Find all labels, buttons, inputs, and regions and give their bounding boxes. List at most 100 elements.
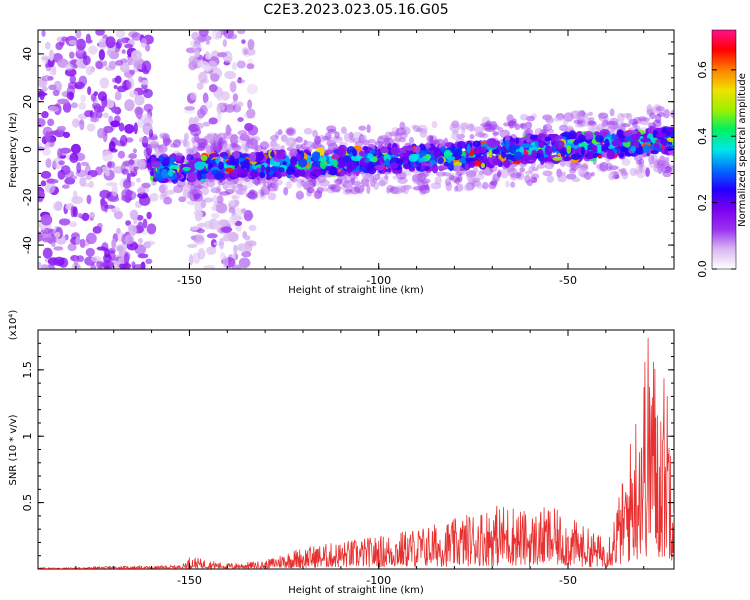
heatmap-cell	[137, 253, 149, 259]
heatmap-cell	[99, 77, 110, 89]
heatmap-cell	[267, 192, 277, 201]
heatmap-cell	[542, 123, 553, 132]
heatmap-cell	[604, 138, 610, 149]
heatmap-cell	[519, 167, 526, 173]
heatmap-cell	[598, 112, 605, 122]
heatmap-cell	[314, 135, 321, 145]
heatmap-cell	[588, 117, 595, 122]
heatmap-cell	[492, 131, 500, 136]
heatmap-cell	[201, 186, 210, 196]
heatmap-cell	[608, 120, 619, 130]
heatmap-cell	[260, 185, 271, 196]
snr-series-line	[38, 338, 674, 569]
heatmap-cell	[328, 166, 338, 176]
heatmap-cell	[257, 153, 265, 160]
heatmap-cell	[383, 137, 395, 148]
heatmap-cell	[159, 183, 169, 193]
heatmap-cell	[85, 175, 93, 181]
heatmap-cell	[56, 125, 67, 132]
heatmap-cell	[90, 263, 97, 269]
heatmap-cell	[67, 243, 77, 252]
heatmap-cell	[45, 158, 52, 168]
heatmap-cell	[142, 88, 153, 99]
heatmap-cell	[58, 218, 71, 226]
heatmap-cell	[653, 143, 660, 149]
heatmap-cell	[124, 99, 135, 112]
heatmap-cell	[339, 170, 346, 177]
heatmap-cell	[70, 143, 81, 154]
heatmap-cell	[246, 108, 256, 119]
heatmap-cell	[165, 189, 176, 195]
heatmap-cell	[129, 172, 136, 177]
heatmap-cell	[566, 144, 572, 154]
heatmap-cell	[492, 158, 502, 166]
heatmap-cell	[85, 247, 95, 257]
heatmap-cell	[244, 235, 251, 241]
heatmap-cell	[312, 168, 323, 176]
heatmap-cell	[229, 81, 237, 93]
heatmap-cell	[214, 172, 225, 180]
heatmap-cell	[40, 180, 47, 187]
heatmap-cell	[596, 144, 602, 153]
heatmap-cell	[437, 165, 448, 171]
spectrogram-panel: -150 -100 -50 -40 -20 0 20 40 Height of straigh…	[8, 29, 675, 296]
colorbar-tick-label: 0.0	[696, 260, 709, 278]
heatmap-cell	[227, 104, 234, 110]
heatmap-cell	[629, 167, 638, 177]
heatmap-cell	[358, 133, 365, 144]
heatmap-cell	[90, 255, 102, 263]
heatmap-cell	[181, 180, 188, 191]
heatmap-cell	[205, 39, 210, 45]
heatmap-cell	[361, 171, 367, 182]
heatmap-cell	[189, 155, 195, 161]
heatmap-cell	[453, 164, 461, 172]
heatmap-cell	[454, 148, 463, 157]
heatmap-cell	[192, 43, 202, 52]
heatmap-cell	[252, 139, 258, 148]
heatmap-cell	[184, 109, 195, 114]
heatmap-cell	[195, 137, 203, 144]
heatmap-cell	[639, 121, 651, 126]
heatmap-cell	[185, 146, 194, 154]
heatmap-cell	[88, 45, 98, 55]
heatmap-cell	[115, 244, 127, 252]
heatmap-cell	[187, 172, 198, 182]
heatmap-cell	[144, 240, 156, 246]
heatmap-cell	[44, 181, 56, 194]
heatmap-cell	[106, 49, 112, 56]
heatmap-cell	[48, 105, 60, 113]
heatmap-cell	[183, 132, 189, 141]
heatmap-cell	[545, 115, 552, 122]
heatmap-cell	[98, 38, 108, 50]
heatmap-cell	[84, 110, 93, 118]
heatmap-cell	[216, 103, 226, 111]
heatmap-cell	[332, 160, 339, 167]
heatmap-cell	[141, 60, 152, 73]
heatmap-cell	[137, 221, 144, 234]
heatmap-cell	[408, 153, 419, 162]
heatmap-cell	[429, 135, 434, 143]
snr-y-multiplier: (x10⁴)	[8, 310, 19, 341]
heatmap-cell	[206, 246, 217, 255]
heatmap-cell	[231, 61, 237, 71]
heatmap-cell	[247, 190, 259, 200]
heatmap-cell	[70, 205, 75, 218]
heatmap-cell	[286, 166, 295, 176]
heatmap-cell	[222, 39, 227, 48]
heatmap-cell	[231, 194, 240, 200]
colorbar: 0.0 0.2 0.4 0.6 Normalized spectral amplitu…	[696, 29, 748, 278]
heatmap-cell	[544, 145, 553, 156]
heatmap-cell	[78, 75, 88, 87]
y-tick-label: 0	[21, 146, 34, 153]
heatmap-cell	[312, 129, 318, 138]
heatmap-cell	[394, 131, 400, 137]
heatmap-cell	[278, 167, 285, 173]
heatmap-cell	[210, 142, 217, 153]
heatmap-cell	[592, 153, 598, 158]
heatmap-cell	[41, 30, 46, 37]
heatmap-cell	[640, 138, 651, 143]
heatmap-cell	[206, 134, 215, 144]
x-tick-label: -50	[559, 274, 577, 287]
heatmap-cell	[520, 143, 532, 149]
heatmap-cell	[501, 151, 507, 159]
